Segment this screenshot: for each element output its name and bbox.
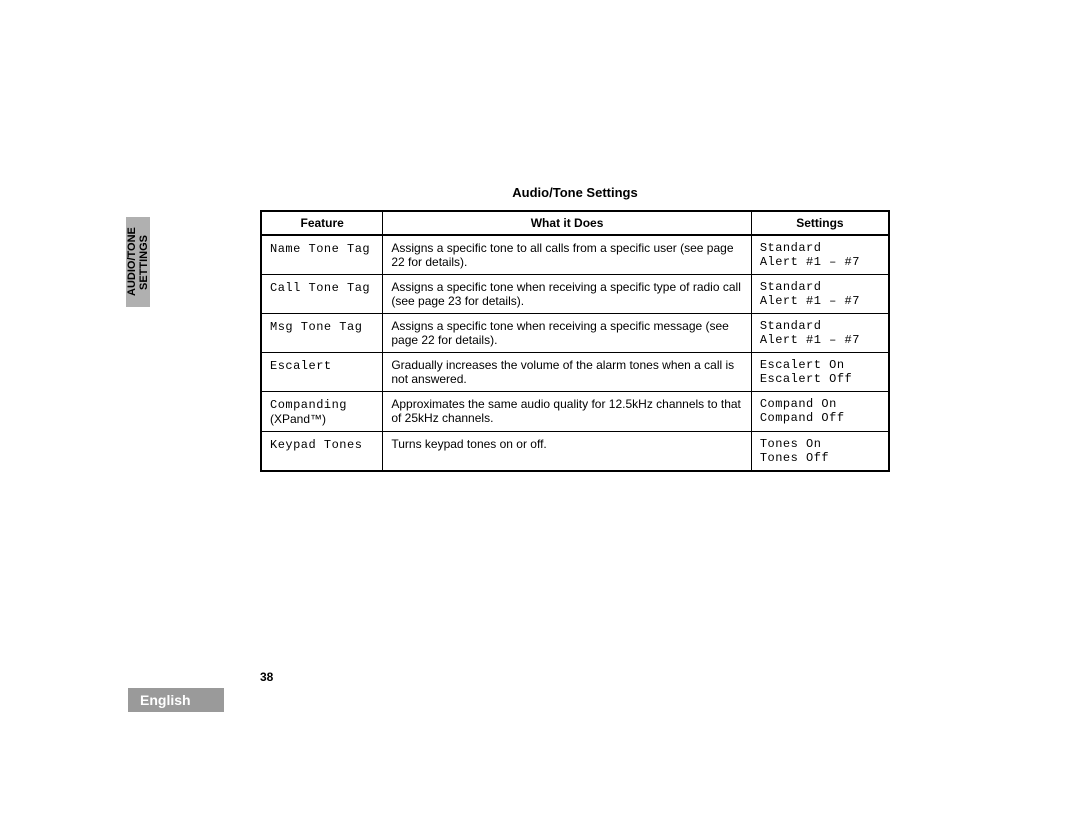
- cell-feature: Companding (XPand™): [261, 392, 383, 432]
- cell-feature: Keypad Tones: [261, 432, 383, 472]
- table-row: Companding (XPand™) Approximates the sam…: [261, 392, 889, 432]
- cell-feature: Call Tone Tag: [261, 275, 383, 314]
- manual-page: AUDIO/TONESETTINGS Audio/Tone Settings F…: [130, 185, 950, 472]
- table-header-row: Feature What it Does Settings: [261, 211, 889, 235]
- cell-what: Assigns a specific tone to all calls fro…: [383, 235, 751, 275]
- setting-line-1: Tones On: [760, 437, 880, 451]
- feature-name: Name Tone Tag: [270, 242, 370, 256]
- setting-line-2: Alert #1 – #7: [760, 333, 880, 347]
- header-what: What it Does: [383, 211, 751, 235]
- setting-line-1: Compand On: [760, 397, 880, 411]
- feature-name: Companding: [270, 398, 347, 412]
- cell-feature: Escalert: [261, 353, 383, 392]
- section-side-tab: AUDIO/TONESETTINGS: [126, 217, 150, 307]
- table-row: Escalert Gradually increases the volume …: [261, 353, 889, 392]
- language-tab: English: [128, 688, 224, 712]
- cell-what: Approximates the same audio quality for …: [383, 392, 751, 432]
- page-number: 38: [260, 670, 273, 684]
- cell-feature: Msg Tone Tag: [261, 314, 383, 353]
- cell-settings: Tones On Tones Off: [751, 432, 889, 472]
- setting-line-2: Compand Off: [760, 411, 880, 425]
- cell-what: Turns keypad tones on or off.: [383, 432, 751, 472]
- header-feature: Feature: [261, 211, 383, 235]
- cell-what: Assigns a specific tone when receiving a…: [383, 314, 751, 353]
- setting-line-2: Escalert Off: [760, 372, 880, 386]
- setting-line-2: Tones Off: [760, 451, 880, 465]
- feature-name: Escalert: [270, 359, 332, 373]
- settings-table: Feature What it Does Settings Name Tone …: [260, 210, 890, 472]
- feature-note: (XPand™): [270, 412, 326, 426]
- table-row: Msg Tone Tag Assigns a specific tone whe…: [261, 314, 889, 353]
- table-row: Keypad Tones Turns keypad tones on or of…: [261, 432, 889, 472]
- feature-name: Msg Tone Tag: [270, 320, 362, 334]
- cell-settings: Compand On Compand Off: [751, 392, 889, 432]
- cell-settings: Standard Alert #1 – #7: [751, 235, 889, 275]
- page-title: Audio/Tone Settings: [260, 185, 890, 200]
- setting-line-1: Standard: [760, 280, 880, 294]
- cell-settings: Standard Alert #1 – #7: [751, 314, 889, 353]
- setting-line-1: Standard: [760, 241, 880, 255]
- cell-what: Gradually increases the volume of the al…: [383, 353, 751, 392]
- table-row: Call Tone Tag Assigns a specific tone wh…: [261, 275, 889, 314]
- setting-line-2: Alert #1 – #7: [760, 294, 880, 308]
- cell-feature: Name Tone Tag: [261, 235, 383, 275]
- setting-line-2: Alert #1 – #7: [760, 255, 880, 269]
- header-settings: Settings: [751, 211, 889, 235]
- table-row: Name Tone Tag Assigns a specific tone to…: [261, 235, 889, 275]
- feature-name: Call Tone Tag: [270, 281, 370, 295]
- setting-line-1: Standard: [760, 319, 880, 333]
- feature-name: Keypad Tones: [270, 438, 362, 452]
- setting-line-1: Escalert On: [760, 358, 880, 372]
- cell-settings: Standard Alert #1 – #7: [751, 275, 889, 314]
- cell-settings: Escalert On Escalert Off: [751, 353, 889, 392]
- cell-what: Assigns a specific tone when receiving a…: [383, 275, 751, 314]
